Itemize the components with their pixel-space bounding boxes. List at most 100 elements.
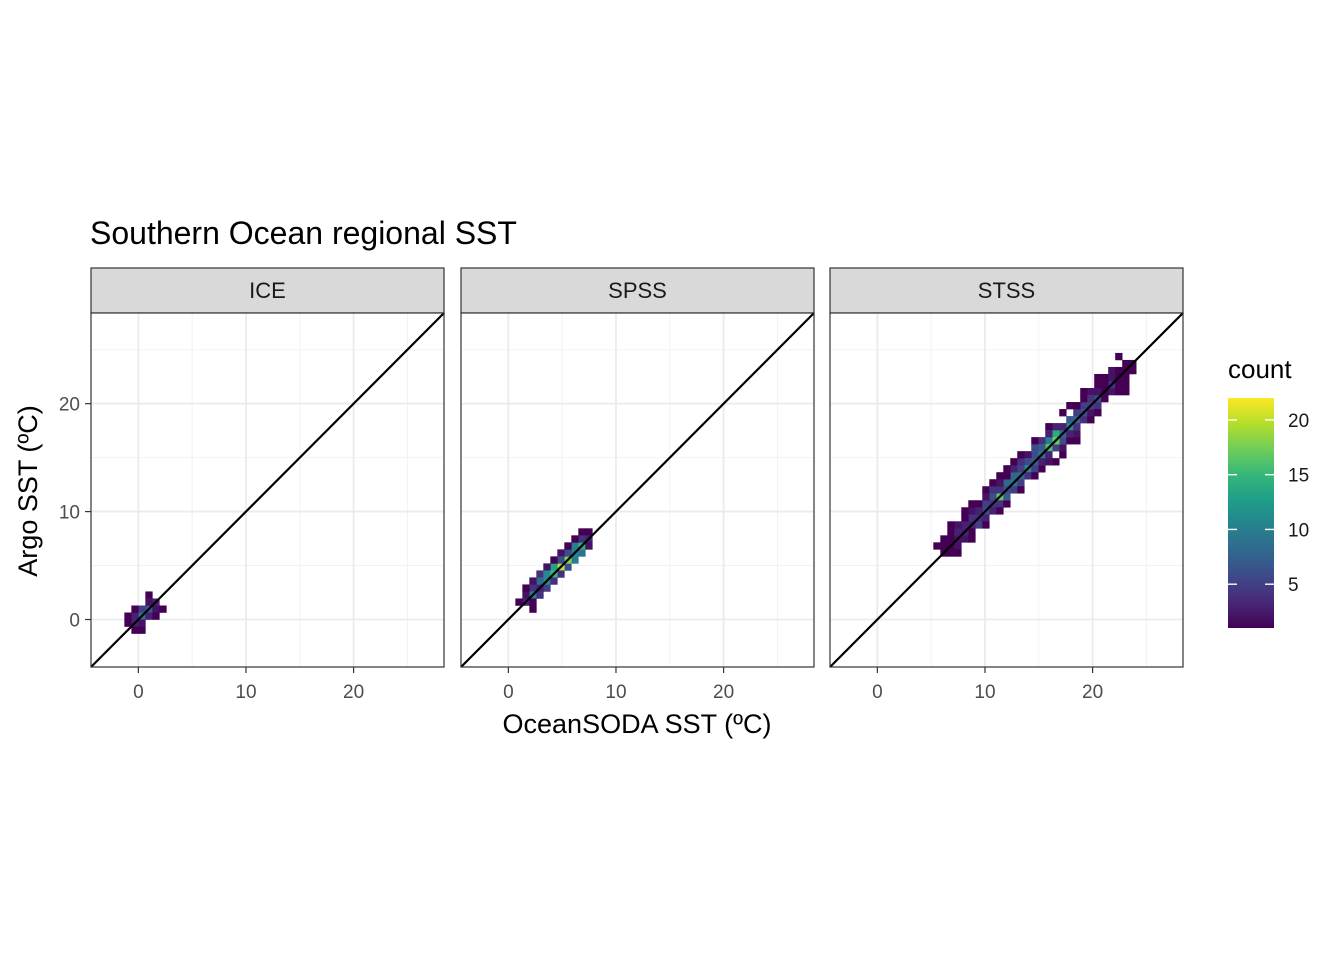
heatmap-bin (557, 549, 565, 557)
heatmap-bin (564, 563, 572, 571)
heatmap-bin (968, 528, 976, 536)
heatmap-bin (1066, 416, 1074, 424)
heatmap-bin (982, 514, 990, 522)
heatmap-bin (1073, 430, 1081, 438)
heatmap-bin (1059, 451, 1067, 459)
facet-strip-ice (90, 267, 445, 314)
heatmap-bin (1073, 423, 1081, 431)
heatmap-bin (1059, 444, 1067, 452)
heatmap-bin (996, 486, 1004, 494)
heatmap-bin (1087, 409, 1095, 417)
heatmap-bin (1080, 402, 1088, 410)
heatmap-bin (529, 584, 537, 592)
heatmap-bin (1031, 444, 1039, 452)
heatmap-bin (1017, 458, 1025, 466)
heatmap-bin (1122, 380, 1130, 389)
heatmap-bin (982, 521, 990, 529)
heatmap-bin (1031, 437, 1039, 445)
heatmap-bin (124, 619, 132, 627)
heatmap-bin (529, 598, 537, 606)
heatmap-bin (996, 507, 1004, 515)
heatmap-bin (578, 528, 586, 536)
facet-strip-label: STSS (978, 278, 1035, 303)
heatmap-bin (1122, 388, 1130, 396)
heatmap-bin (1066, 402, 1074, 410)
heatmap-bin (145, 591, 153, 599)
heatmap-bin (1115, 388, 1123, 396)
heatmap-bin (954, 542, 962, 550)
heatmap-bin (522, 584, 530, 592)
heatmap-bin (152, 612, 160, 620)
heatmap-bin (550, 563, 558, 571)
heatmap-bin (1038, 444, 1046, 452)
heatmap-bin (550, 577, 558, 585)
heatmap-bin (1017, 451, 1025, 459)
heatmap-bin (1031, 472, 1039, 480)
legend: count 5 10 15 20 (1228, 354, 1309, 628)
heatmap-bin (138, 626, 146, 634)
x-tick-label: 10 (974, 682, 995, 703)
heatmap-bin (1017, 479, 1025, 487)
heatmap-bin (159, 605, 167, 613)
heatmap-bin (557, 556, 565, 564)
heatmap-bin (1017, 465, 1025, 473)
heatmap-bin (543, 563, 551, 571)
heatmap-bin (145, 598, 153, 606)
heatmap-bin (543, 584, 551, 592)
heatmap-bin (996, 479, 1004, 487)
heatmap-bin (1045, 458, 1053, 466)
heatmap-bin (1073, 437, 1081, 445)
heatmap-bin (1115, 380, 1123, 389)
x-axis-title: OceanSODA SST (ºC) (503, 709, 772, 739)
heatmap-bin (989, 486, 997, 494)
panel-border (460, 312, 815, 668)
heatmap-bin (571, 542, 579, 550)
facet-strip-stss (829, 267, 1184, 314)
heatmap-bin (954, 549, 962, 557)
heatmap-bin (1052, 458, 1060, 466)
legend-tick-label: 15 (1288, 466, 1309, 487)
x-tick-label: 0 (872, 682, 883, 703)
heatmap-bin (947, 549, 955, 557)
heatmap-bin (1003, 500, 1011, 508)
identity-line (460, 312, 815, 668)
heatmap-bin (1045, 423, 1053, 431)
heatmap-bin (529, 577, 537, 585)
heatmap-bin (1129, 366, 1137, 375)
heatmap-bin (1080, 416, 1088, 424)
heatmap-bin (954, 528, 962, 536)
heatmap-bin (1010, 486, 1018, 494)
facet-strip-label: ICE (249, 278, 286, 303)
heatmap-bin (152, 605, 160, 613)
heatmap-bin (571, 535, 579, 543)
heatmap-bin (989, 507, 997, 515)
heatmap-bin (1108, 388, 1116, 396)
heatmap-bin (585, 542, 593, 550)
heatmap-bin (1038, 465, 1046, 473)
heatmap-bin (933, 542, 941, 550)
heatmap-bin (961, 535, 969, 543)
x-tick-label: 0 (503, 682, 514, 703)
heatmap-bin (131, 612, 139, 620)
heatmap-bin (982, 500, 990, 508)
heatmap-bin (585, 528, 593, 536)
heatmap-bin (1122, 359, 1130, 368)
legend-tick-label: 10 (1288, 520, 1309, 541)
heatmap-bin (124, 612, 132, 620)
heatmap-bin (989, 493, 997, 501)
heatmap-bin (1031, 451, 1039, 459)
heatmap-bin (515, 598, 523, 606)
heatmap-bin (522, 591, 530, 599)
heatmap-bin (1115, 366, 1123, 375)
heatmap-bin (940, 542, 948, 550)
heatmap-bin (940, 535, 948, 543)
heatmap-bin (131, 605, 139, 613)
heatmap-bin (1094, 373, 1102, 382)
identity-line (829, 312, 1184, 668)
heatmap-bin (1094, 388, 1102, 396)
heatmap-bin (1122, 373, 1130, 382)
heatmap-bin (1003, 493, 1011, 501)
heatmap-bin (954, 521, 962, 529)
heatmap-bin (1017, 486, 1025, 494)
heatmap-bin (1010, 458, 1018, 466)
